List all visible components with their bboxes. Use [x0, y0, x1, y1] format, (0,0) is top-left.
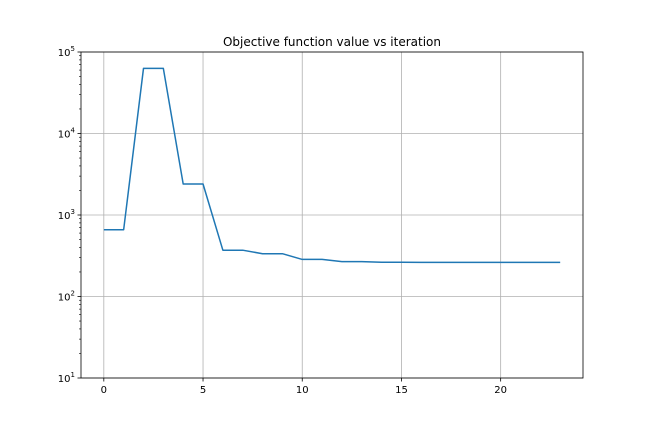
- y-tick-label: 102: [58, 290, 75, 304]
- y-tick-label-exponent: 5: [71, 45, 75, 53]
- y-tick-label-exponent: 3: [71, 208, 75, 216]
- series-line: [103, 67, 561, 264]
- x-axis: 0 5 10 15 20: [101, 378, 507, 396]
- x-tick-label: 5: [200, 385, 206, 396]
- y-tick-label-base: 10: [58, 211, 71, 222]
- y-tick-label-base: 10: [58, 374, 71, 385]
- y-tick-label-exponent: 2: [71, 290, 75, 298]
- y-tick-label: 105: [58, 45, 75, 59]
- series-layer: [103, 67, 561, 264]
- x-tick-label: 20: [494, 385, 507, 396]
- y-tick-label-exponent: 1: [71, 371, 75, 379]
- y-tick-label-base: 10: [58, 293, 71, 304]
- chart-title: Objective function value vs iteration: [223, 35, 441, 49]
- x-tick-label: 0: [101, 385, 107, 396]
- y-tick-label: 104: [58, 127, 76, 141]
- y-tick-label-exponent: 4: [71, 127, 76, 135]
- y-tick-label-base: 10: [58, 48, 71, 59]
- y-tick-label-base: 10: [58, 130, 71, 141]
- y-tick-label: 103: [58, 208, 75, 222]
- y-tick-label: 101: [58, 371, 75, 385]
- x-tick-label: 10: [296, 385, 309, 396]
- x-tick-label: 15: [395, 385, 408, 396]
